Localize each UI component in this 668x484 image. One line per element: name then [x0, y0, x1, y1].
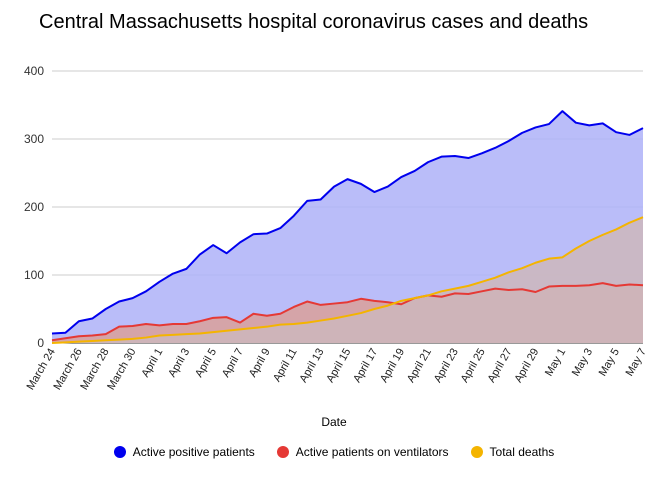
x-tick-label-april-7: April 7 [220, 346, 246, 379]
legend-label-total-deaths: Total deaths [489, 445, 555, 459]
x-tick-label-april-3: April 3 [166, 346, 192, 379]
x-tick-label-april-15: April 15 [324, 346, 353, 384]
x-tick-label-april-11: April 11 [271, 346, 300, 384]
legend-item-active-positive: Active positive patients [113, 445, 255, 459]
series-areas [52, 111, 643, 344]
x-tick-label-april-17: April 17 [351, 346, 380, 384]
legend-swatch-total-deaths [470, 446, 483, 458]
x-tick-label-april-9: April 9 [247, 346, 273, 379]
x-tick-label-april-27: April 27 [486, 346, 515, 384]
y-tick-label-0: 0 [37, 336, 44, 350]
x-tick-label-april-5: April 5 [193, 346, 219, 379]
x-tick-label-may-7: May 7 [624, 346, 649, 378]
y-tick-label-400: 400 [24, 64, 44, 78]
y-tick-label-200: 200 [24, 200, 44, 214]
x-tick-label-april-13: April 13 [298, 346, 327, 384]
y-tick-label-100: 100 [24, 268, 44, 282]
series-lines [51, 110, 644, 344]
legend: Active positive patients Active patients… [0, 445, 668, 459]
x-tick-label-april-25: April 25 [459, 346, 488, 384]
x-tick-label-april-23: April 23 [432, 346, 461, 384]
x-axis-title: Date [321, 415, 347, 429]
line-active-patients-on-ventilators [51, 282, 644, 342]
legend-label-active-positive: Active positive patients [132, 445, 255, 459]
x-tick-label-may-1: May 1 [543, 346, 568, 378]
y-tick-label-300: 300 [24, 132, 44, 146]
legend-item-total-deaths: Total deaths [470, 445, 555, 459]
x-tick-label-april-1: April 1 [139, 346, 165, 379]
x-tick-label-may-5: May 5 [597, 346, 622, 378]
legend-label-ventilators: Active patients on ventilators [295, 445, 449, 459]
legend-item-ventilators: Active patients on ventilators [276, 445, 449, 459]
x-tick-label-april-29: April 29 [512, 346, 541, 384]
x-tick-label-april-21: April 21 [405, 346, 434, 384]
x-tick-label-may-3: May 3 [570, 346, 595, 378]
line-active-positive-patients [51, 110, 644, 335]
area-total-deaths [52, 217, 643, 343]
chart-title: Central Massachusetts hospital coronavir… [39, 11, 589, 33]
x-tick-label-april-19: April 19 [378, 346, 407, 384]
line-total-deaths [51, 216, 644, 344]
legend-swatch-active-positive [113, 446, 126, 458]
legend-swatch-ventilators [276, 446, 289, 458]
